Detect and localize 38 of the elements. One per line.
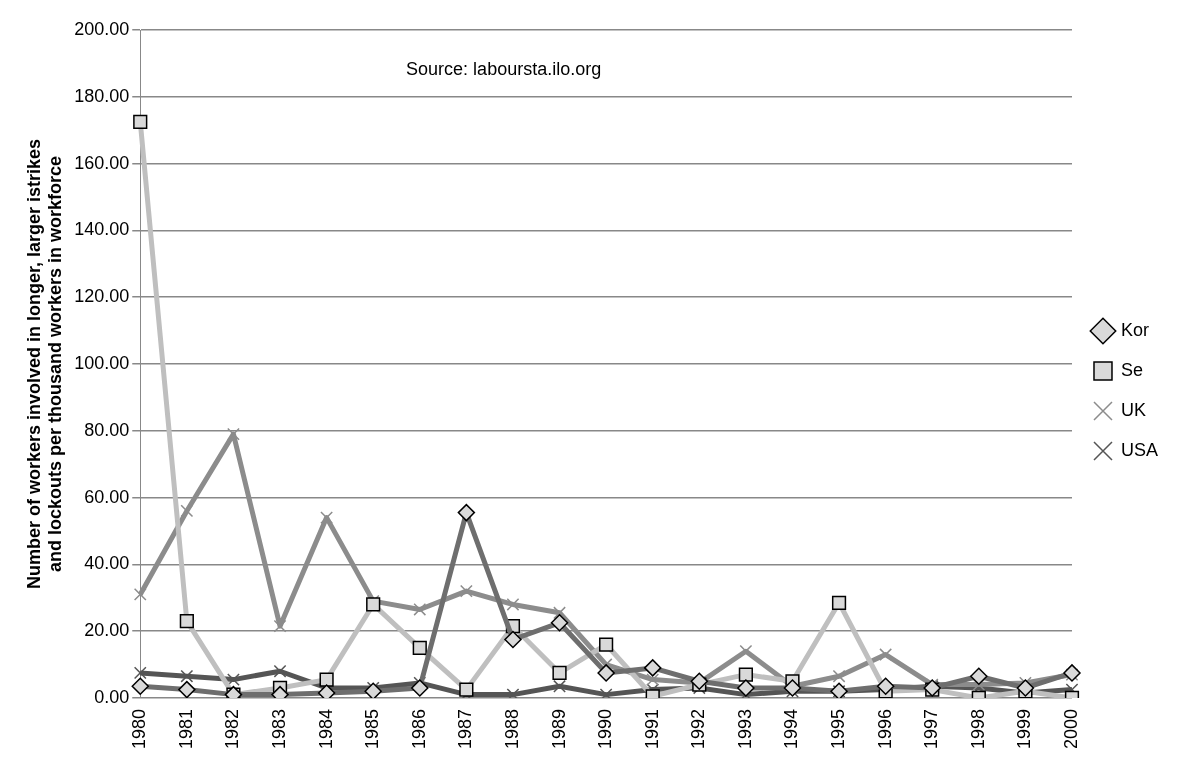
x-tick-label: 1988 — [501, 708, 522, 749]
x-tick-label: 1989 — [548, 708, 569, 749]
x-tick-label: 1984 — [315, 708, 336, 749]
x-tick-label: 1992 — [688, 708, 709, 749]
legend-label: Se — [1120, 359, 1144, 380]
x-tick-label: 1985 — [362, 708, 383, 749]
legend-label: Kor — [1120, 319, 1150, 340]
x-tick-label: 1981 — [175, 708, 196, 749]
y-tick-label: 100.00 — [74, 352, 130, 373]
x-tick-label: 1990 — [595, 708, 616, 749]
x-tick-label: 1998 — [967, 708, 988, 749]
y-tick-label: 200.00 — [74, 18, 130, 39]
y-axis-title: Number of workers involved in longer, larger istrikes and lockouts per thousand workers in workforce — [23, 138, 66, 590]
x-tick-label: 1994 — [781, 708, 802, 749]
y-tick-label: 180.00 — [74, 85, 130, 106]
legend-label: UK — [1120, 399, 1146, 420]
x-tick-label: 1982 — [222, 708, 243, 749]
x-tick-label: 1986 — [408, 708, 429, 749]
y-tick-label: 40.00 — [84, 553, 130, 574]
x-tick-label: 1991 — [641, 708, 662, 749]
annotation: Source: laboursta.ilo.org — [406, 58, 602, 79]
y-tick-label: 120.00 — [74, 286, 130, 307]
y-tick-label: 0.00 — [94, 686, 130, 707]
y-tick-label: 20.00 — [84, 620, 130, 641]
x-tick-label: 1980 — [129, 708, 150, 749]
y-tick-label: 140.00 — [74, 219, 130, 240]
x-tick-label: 1987 — [455, 708, 476, 749]
x-tick-label: 1995 — [828, 708, 849, 749]
y-tick-label: 160.00 — [74, 152, 130, 173]
x-tick-label: 1997 — [921, 708, 942, 749]
y-tick-label: 80.00 — [84, 419, 130, 440]
x-tick-label: 2000 — [1060, 708, 1081, 749]
y-tick-label: 60.00 — [84, 486, 130, 507]
legend-label: USA — [1120, 439, 1158, 460]
x-tick-label: 1983 — [268, 708, 289, 749]
x-tick-label: 1996 — [874, 708, 895, 749]
x-tick-label: 1993 — [734, 708, 755, 749]
x-tick-label: 1999 — [1014, 708, 1035, 749]
